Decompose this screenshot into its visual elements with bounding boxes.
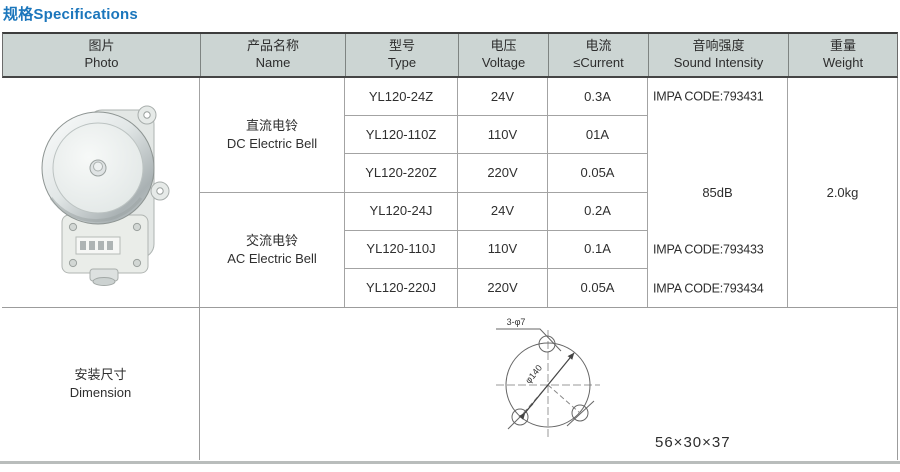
current-cell: 0.2A: [548, 192, 648, 231]
bell-junction-box: [61, 214, 148, 274]
header-current-zh: 电流: [585, 38, 612, 54]
dc-name-zh: 直流电铃: [245, 118, 298, 134]
header-type: 型号 Type: [346, 34, 459, 76]
current-cell: 0.05A: [548, 268, 648, 307]
header-type-zh: 型号: [388, 38, 415, 54]
voltage-cell: 220V: [458, 268, 548, 307]
header-name-en: Name: [255, 55, 291, 70]
name-cell-dc: 直流电铃 DC Electric Bell: [200, 78, 345, 193]
type-cell: YL120-24J: [345, 192, 458, 231]
dimension-label-en: Dimension: [69, 385, 132, 400]
current-cell: 0.3A: [548, 78, 648, 117]
sound-level: 85dB: [702, 185, 733, 201]
specifications-table: 图片 Photo 产品名称 Name 型号 Type 电压 Voltage 电流…: [2, 32, 898, 460]
voltage-cell: 24V: [458, 78, 548, 117]
type-cell: YL120-220J: [345, 268, 458, 307]
dimension-section: 安装尺寸 Dimension: [2, 308, 898, 460]
header-weight-zh: 重量: [829, 38, 856, 54]
header-name-zh: 产品名称: [246, 38, 299, 54]
ac-name-zh: 交流电铃: [245, 233, 298, 249]
mounting-circle: [505, 342, 591, 428]
type-cell: YL120-110J: [345, 230, 458, 269]
header-photo-en: Photo: [84, 55, 119, 70]
header-photo-zh: 图片: [88, 38, 115, 54]
dimension-label-zh: 安装尺寸: [74, 367, 127, 383]
header-voltage-zh: 电压: [490, 38, 517, 54]
type-cell: YL120-110Z: [345, 116, 458, 155]
header-voltage-en: Voltage: [481, 55, 526, 70]
voltage-cell: 24V: [458, 192, 548, 231]
impa-code-793433: IMPA CODE:793433: [653, 242, 764, 257]
voltage-cell: 110V: [458, 116, 548, 155]
weight-cell: 2.0kg: [826, 184, 859, 200]
header-sound-en: Sound Intensity: [673, 55, 764, 70]
header-current-en: ≤Current: [573, 55, 624, 70]
diameter-label: φ140: [523, 363, 544, 386]
sound-intensity-cell: IMPA CODE:793431 85dB IMPA CODE:793433 I…: [648, 78, 788, 307]
voltage-cell: 110V: [458, 230, 548, 269]
impa-code-793434: IMPA CODE:793434: [653, 281, 764, 296]
page-title: 规格Specifications: [3, 6, 138, 23]
dimension-label-cell: 安装尺寸 Dimension: [2, 308, 200, 460]
product-photo: [41, 105, 169, 286]
header-sound-zh: 音响强度: [692, 38, 745, 54]
type-cell: YL120-24Z: [345, 78, 458, 117]
current-cell: 0.1A: [548, 230, 648, 269]
holes-label: 3-φ7: [507, 317, 526, 327]
header-type-en: Type: [387, 55, 417, 70]
bottom-border-bar: [0, 461, 900, 464]
table-header-row: 图片 Photo 产品名称 Name 型号 Type 电压 Voltage 电流…: [2, 32, 898, 78]
type-cell: YL120-220Z: [345, 154, 458, 193]
header-weight-en: Weight: [822, 55, 864, 70]
header-voltage: 电压 Voltage: [459, 34, 549, 76]
bell-gong: [41, 111, 154, 225]
header-name: 产品名称 Name: [201, 34, 346, 76]
table-body: 直流电铃 DC Electric Bell 交流电铃 AC Electric B…: [2, 78, 898, 308]
header-photo: 图片 Photo: [3, 34, 201, 76]
overall-size: 56×30×37: [655, 434, 731, 451]
bell-cable-gland: [89, 268, 118, 286]
name-cell-ac: 交流电铃 AC Electric Bell: [200, 192, 345, 307]
header-sound: 音响强度 Sound Intensity: [649, 34, 789, 76]
dc-name-en: DC Electric Bell: [226, 135, 318, 151]
radial-line-right: [547, 384, 581, 414]
hole-slash-right: [566, 400, 595, 427]
current-cell: 01A: [548, 116, 648, 155]
ac-name-en: AC Electric Bell: [227, 250, 317, 266]
bell-mounting-ear-top: [137, 105, 156, 125]
bell-mounting-ear-right: [150, 181, 169, 201]
impa-code-793431: IMPA CODE:793431: [653, 89, 764, 104]
dimension-drawing-cell: φ140 3-φ7 56×30×37: [200, 308, 897, 460]
product-photo-cell: [2, 78, 200, 307]
holes-leader-line: [496, 328, 562, 352]
header-weight: 重量 Weight: [789, 34, 897, 76]
diameter-arrow: [518, 352, 575, 420]
header-current: 电流 ≤Current: [549, 34, 649, 76]
current-cell: 0.05A: [548, 154, 648, 193]
voltage-cell: 220V: [458, 154, 548, 193]
dimension-drawing: φ140 3-φ7: [496, 317, 600, 440]
